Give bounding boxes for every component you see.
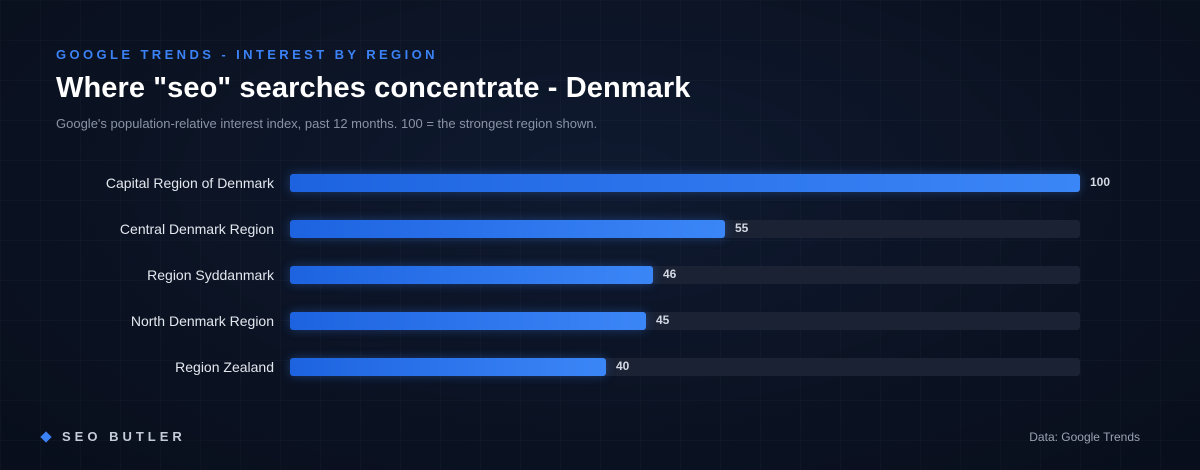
bar xyxy=(290,266,653,284)
bar-row: Capital Region of Denmark 100 xyxy=(0,160,1200,206)
value-label: 55 xyxy=(735,221,749,235)
value-label: 46 xyxy=(663,267,677,281)
chart-subtitle: Google's population-relative interest in… xyxy=(56,116,598,131)
bar-chart: Capital Region of Denmark 100 Central Denm… xyxy=(0,160,1200,390)
category-label: Capital Region of Denmark xyxy=(105,175,274,191)
bar xyxy=(290,174,1080,192)
bar xyxy=(290,220,725,238)
bar-track xyxy=(290,266,1080,284)
value-label: 100 xyxy=(1090,175,1111,189)
chart-title: Where "seo" searches concentrate - Denma… xyxy=(56,72,691,104)
brand-logo: SEO BUTLER xyxy=(40,429,186,444)
bar-row: North Denmark Region 45 xyxy=(0,298,1200,344)
bar-track xyxy=(290,312,1080,330)
bar-track xyxy=(290,220,1080,238)
bar-track xyxy=(290,358,1080,376)
eyebrow-label: GOOGLE TRENDS - INTEREST BY REGION xyxy=(56,47,438,62)
diamond-icon xyxy=(40,430,52,443)
bar-row: Region Syddanmark 46 xyxy=(0,252,1200,298)
category-label: Central Denmark Region xyxy=(119,221,274,237)
category-label: Region Zealand xyxy=(175,359,274,375)
bar xyxy=(290,312,646,330)
value-label: 45 xyxy=(656,313,670,327)
bar-track xyxy=(290,174,1080,192)
value-label: 40 xyxy=(616,359,630,373)
source-note: Data: Google Trends xyxy=(1029,430,1140,444)
brand-name: SEO BUTLER xyxy=(62,429,186,444)
bar-row: Region Zealand 40 xyxy=(0,344,1200,390)
category-label: Region Syddanmark xyxy=(147,267,274,283)
bar xyxy=(290,358,606,376)
bar-row: Central Denmark Region 55 xyxy=(0,206,1200,252)
category-label: North Denmark Region xyxy=(130,313,274,329)
